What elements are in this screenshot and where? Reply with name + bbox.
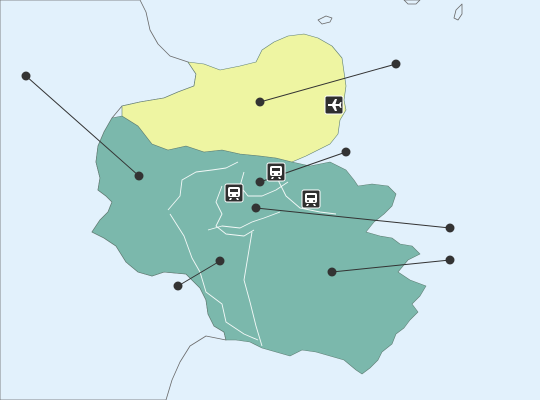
airplane-icon[interactable] bbox=[324, 95, 344, 115]
callout-leaders bbox=[21, 59, 455, 291]
leader-line bbox=[255, 207, 451, 229]
leader-anchor-dot[interactable] bbox=[215, 256, 225, 266]
callout-leader-north bbox=[255, 59, 401, 107]
municipal-border bbox=[167, 161, 239, 211]
leader-anchor-dot[interactable] bbox=[255, 177, 265, 187]
leader-end-dot[interactable] bbox=[445, 223, 455, 233]
leader-end-dot[interactable] bbox=[391, 59, 401, 69]
leader-end-dot[interactable] bbox=[173, 281, 183, 291]
municipal-border bbox=[215, 185, 255, 237]
leader-end-dot[interactable] bbox=[445, 255, 455, 265]
leader-anchor-dot[interactable] bbox=[255, 97, 265, 107]
island-small bbox=[403, 0, 421, 5]
leader-line bbox=[177, 260, 221, 287]
train-icon[interactable] bbox=[301, 189, 321, 209]
leader-line bbox=[259, 63, 397, 103]
island-small bbox=[317, 15, 333, 25]
municipal-border bbox=[275, 175, 337, 215]
callout-leader-north-west bbox=[21, 71, 144, 181]
region-south bbox=[91, 115, 427, 375]
leader-end-dot[interactable] bbox=[341, 147, 351, 157]
municipal-border bbox=[243, 231, 263, 347]
leader-anchor-dot[interactable] bbox=[134, 171, 144, 181]
municipal-border bbox=[207, 211, 281, 231]
train-icon[interactable] bbox=[266, 162, 286, 182]
leader-end-dot[interactable] bbox=[21, 71, 31, 81]
callout-leader-south-west bbox=[173, 256, 225, 291]
callout-leader-center bbox=[255, 147, 351, 187]
region-north bbox=[121, 33, 347, 163]
leader-line bbox=[331, 259, 451, 273]
leader-anchor-dot[interactable] bbox=[327, 267, 337, 277]
callout-leader-east bbox=[251, 203, 455, 233]
island-small bbox=[453, 3, 463, 21]
train-icon[interactable] bbox=[224, 183, 244, 203]
callout-leader-south-east bbox=[327, 255, 455, 277]
municipal-border bbox=[169, 213, 259, 341]
leader-anchor-dot[interactable] bbox=[251, 203, 261, 213]
leader-line bbox=[25, 75, 140, 177]
facility-icons bbox=[224, 95, 344, 209]
